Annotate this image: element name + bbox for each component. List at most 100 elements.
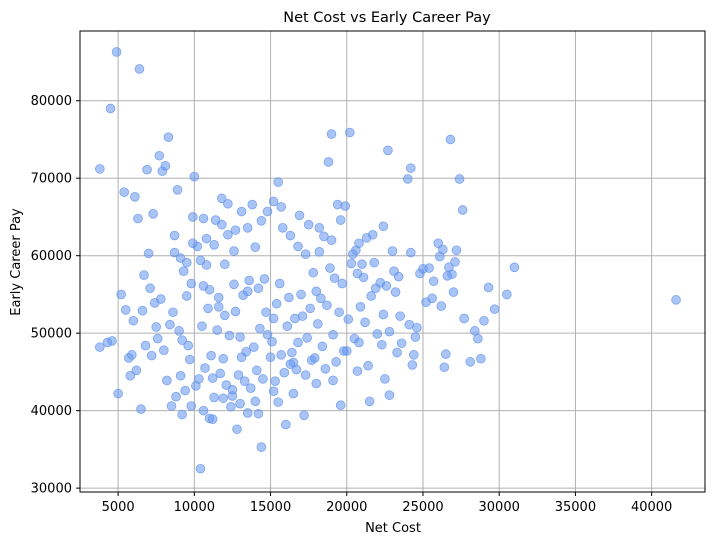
data-point xyxy=(367,229,378,240)
x-tick-label: 5000 xyxy=(102,500,135,515)
data-point xyxy=(181,291,192,301)
data-point xyxy=(415,268,425,279)
data-point xyxy=(439,362,450,373)
data-point xyxy=(165,319,175,330)
data-point xyxy=(258,374,268,384)
data-point xyxy=(172,185,183,195)
data-point xyxy=(326,235,337,245)
data-point xyxy=(120,305,131,315)
data-point xyxy=(130,192,140,202)
data-point xyxy=(244,275,255,286)
data-point xyxy=(383,145,393,156)
data-point xyxy=(291,364,302,375)
data-point xyxy=(509,262,520,273)
data-point xyxy=(209,392,219,403)
data-point xyxy=(162,375,172,386)
data-point xyxy=(245,383,256,393)
data-point xyxy=(160,161,171,171)
data-point xyxy=(267,336,277,347)
x-tick-label: 10000 xyxy=(174,500,215,515)
data-point xyxy=(276,350,287,360)
data-point xyxy=(502,289,512,300)
data-point xyxy=(352,366,363,376)
data-point xyxy=(248,342,259,352)
data-point xyxy=(250,396,261,407)
y-tick-label: 40000 xyxy=(31,404,72,419)
data-point xyxy=(322,300,332,311)
data-point xyxy=(346,258,357,269)
data-point xyxy=(273,397,283,407)
data-point xyxy=(366,291,376,301)
data-point xyxy=(256,442,267,452)
data-point xyxy=(424,263,434,273)
data-point xyxy=(146,350,157,361)
data-point xyxy=(169,230,180,241)
data-point xyxy=(280,419,291,430)
data-point xyxy=(335,400,346,411)
data-point xyxy=(131,365,142,376)
data-point xyxy=(293,337,303,348)
data-point xyxy=(107,336,117,346)
data-point xyxy=(451,245,462,256)
data-point xyxy=(235,332,245,342)
data-point xyxy=(188,238,198,249)
y-tick-label: 80000 xyxy=(31,94,72,109)
data-point xyxy=(95,164,105,174)
data-point xyxy=(303,219,314,230)
y-tick-label: 70000 xyxy=(31,172,72,187)
data-point xyxy=(236,206,247,217)
data-point xyxy=(285,359,296,369)
data-point xyxy=(186,401,197,411)
data-point xyxy=(454,174,465,184)
data-point xyxy=(345,127,355,138)
data-point xyxy=(354,238,364,249)
data-point xyxy=(232,424,242,435)
data-point xyxy=(320,364,331,374)
data-point xyxy=(438,244,448,255)
data-point xyxy=(364,396,375,407)
data-point xyxy=(392,347,402,358)
data-point xyxy=(393,271,404,282)
y-tick-label: 30000 xyxy=(31,482,72,497)
data-point xyxy=(230,306,241,317)
data-point xyxy=(154,150,165,161)
data-point xyxy=(428,276,439,287)
data-point xyxy=(95,342,105,352)
data-point xyxy=(410,332,421,342)
data-point xyxy=(325,263,335,273)
data-point xyxy=(195,255,206,266)
data-point xyxy=(395,311,405,321)
data-point xyxy=(409,350,419,360)
data-point xyxy=(405,247,416,258)
data-point xyxy=(483,282,494,293)
data-point xyxy=(308,267,319,278)
data-point xyxy=(470,326,480,336)
data-point xyxy=(177,335,187,345)
data-point xyxy=(448,287,459,297)
data-point xyxy=(317,341,328,352)
data-point xyxy=(380,374,390,384)
data-point xyxy=(274,278,285,289)
data-point xyxy=(127,350,137,360)
data-point xyxy=(421,297,431,307)
data-point xyxy=(476,353,486,364)
data-point xyxy=(171,391,181,402)
data-point xyxy=(465,357,476,367)
data-point xyxy=(227,384,238,395)
data-point xyxy=(152,333,163,344)
data-point xyxy=(166,401,177,411)
data-point xyxy=(203,303,213,314)
data-point xyxy=(276,202,287,212)
data-point xyxy=(479,315,489,326)
data-point xyxy=(136,404,146,414)
data-point xyxy=(200,363,210,373)
data-point xyxy=(139,270,149,280)
data-point xyxy=(140,340,151,351)
data-point xyxy=(125,370,136,381)
data-point xyxy=(119,187,130,197)
data-point xyxy=(183,340,194,351)
data-point xyxy=(436,301,447,311)
data-point xyxy=(163,132,174,142)
data-point xyxy=(253,283,264,294)
data-point xyxy=(284,292,294,303)
